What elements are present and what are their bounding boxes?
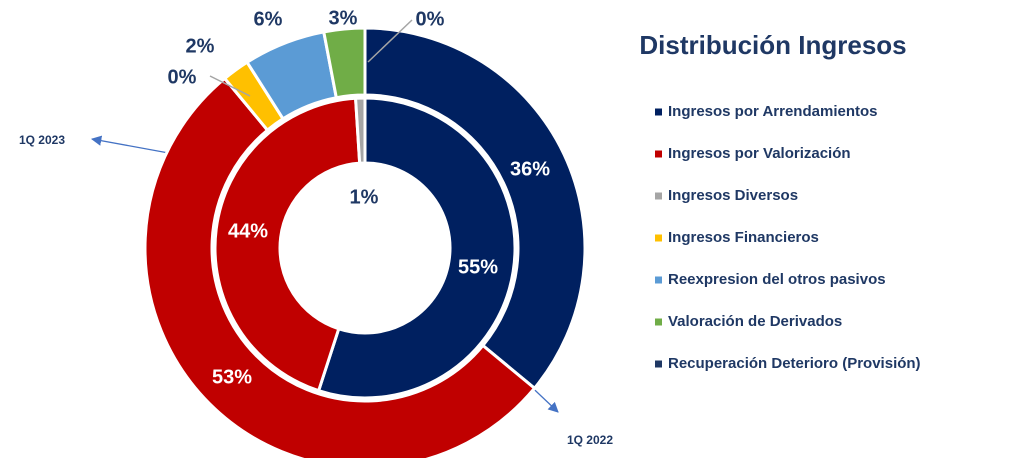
data-label: 3%	[329, 7, 358, 29]
chart-title: Distribución Ingresos	[639, 30, 906, 60]
legend-label: Ingresos Financieros	[668, 229, 819, 246]
series-label: 1Q 2023	[19, 133, 65, 147]
legend-label: Recuperación Deterioro (Provisión)	[668, 355, 921, 372]
legend-label: Valoración de Derivados	[668, 313, 842, 330]
legend-swatch	[655, 360, 662, 368]
data-label: 6%	[254, 8, 283, 30]
legend-swatch	[655, 150, 662, 158]
data-label: 0%	[168, 66, 197, 88]
donut-segment	[143, 76, 537, 458]
leader-line	[367, 19, 413, 63]
data-label: 55%	[458, 256, 498, 278]
donut-segment	[363, 26, 587, 391]
legend-swatch	[655, 108, 662, 116]
data-label: 53%	[212, 366, 252, 388]
legend-label: Reexpresion del otros pasivos	[668, 271, 886, 288]
series-label: 1Q 2022	[567, 433, 613, 447]
legend-label: Ingresos por Arrendamientos	[668, 103, 878, 120]
legend-swatch	[655, 318, 662, 326]
legend-swatch	[655, 276, 662, 284]
legend-swatch	[655, 234, 662, 242]
data-label: 36%	[510, 158, 550, 180]
legend-swatch	[655, 192, 662, 200]
data-label: 0%	[416, 8, 445, 30]
leader-line	[209, 75, 251, 97]
data-label: 44%	[228, 220, 268, 242]
legend-label: Ingresos Diversos	[668, 187, 798, 204]
donut-segment	[213, 96, 362, 393]
data-label: 1%	[350, 186, 379, 208]
legend-label: Ingresos por Valorización	[668, 145, 851, 162]
donut-segment	[316, 96, 517, 400]
data-label: 2%	[186, 35, 215, 57]
